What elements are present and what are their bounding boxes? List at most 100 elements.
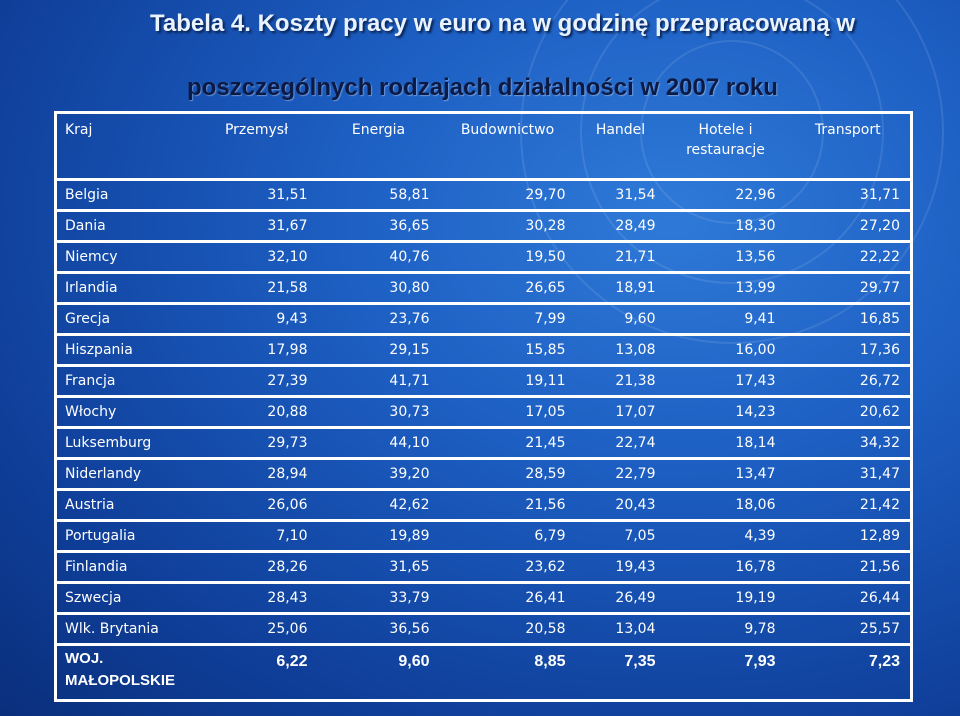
value-cell: 30,73	[317, 396, 440, 429]
value-cell: 19,50	[439, 241, 576, 274]
value-cell: 27,20	[785, 210, 912, 243]
value-cell: 7,99	[439, 303, 576, 336]
value-cell: 13,08	[575, 334, 666, 367]
value-cell: 31,67	[195, 210, 318, 243]
table-row: Hiszpania 17,98 29,15 15,85 13,08 16,00 17,36	[55, 334, 912, 367]
value-cell: 12,89	[785, 520, 912, 553]
value-cell: 21,58	[195, 272, 318, 305]
header-transport: Transport	[785, 112, 912, 181]
header-kraj: Kraj	[55, 112, 196, 181]
value-cell: 40,76	[317, 241, 440, 274]
value-cell: 31,65	[317, 551, 440, 584]
value-cell: 16,78	[665, 551, 786, 584]
value-cell: 17,98	[195, 334, 318, 367]
value-cell: 13,56	[665, 241, 786, 274]
value-cell: 58,81	[317, 179, 440, 212]
total-value-cell: 7,23	[868, 653, 900, 670]
value-cell: 23,62	[439, 551, 576, 584]
table-row: Włochy 20,88 30,73 17,05 17,07 14,23 20,62	[55, 396, 912, 429]
table-row: Szwecja 28,43 33,79 26,41 26,49 19,19 26,44	[55, 582, 912, 615]
value-cell: 32,10	[195, 241, 318, 274]
value-cell: 33,79	[317, 582, 440, 615]
value-cell: 18,30	[665, 210, 786, 243]
value-cell: 21,71	[575, 241, 666, 274]
table-header-row: Kraj Przemysł Energia Budownictwo Handel…	[55, 112, 912, 181]
labor-cost-table: Kraj Przemysł Energia Budownictwo Handel…	[54, 111, 913, 702]
value-cell: 28,43	[195, 582, 318, 615]
table-row: Austria 26,06 42,62 21,56 20,43 18,06 21,42	[55, 489, 912, 522]
country-cell: Niderlandy	[55, 458, 196, 491]
country-cell: Włochy	[55, 396, 196, 429]
value-cell: 21,56	[785, 551, 912, 584]
value-cell: 9,43	[195, 303, 318, 336]
country-cell: Luksemburg	[55, 427, 196, 460]
value-cell: 30,80	[317, 272, 440, 305]
value-cell: 22,96	[665, 179, 786, 212]
value-cell: 39,20	[317, 458, 440, 491]
table-row: Irlandia 21,58 30,80 26,65 18,91 13,99 29,77	[55, 272, 912, 305]
value-cell: 20,58	[439, 613, 576, 646]
country-cell: Belgia	[55, 179, 196, 212]
value-cell: 13,99	[665, 272, 786, 305]
value-cell: 25,06	[195, 613, 318, 646]
value-cell: 26,72	[785, 365, 912, 398]
value-cell: 20,62	[785, 396, 912, 429]
value-cell: 19,43	[575, 551, 666, 584]
table-row: Finlandia 28,26 31,65 23,62 19,43 16,78 21,56	[55, 551, 912, 584]
value-cell: 26,06	[195, 489, 318, 522]
value-cell: 15,85	[439, 334, 576, 367]
value-cell: 26,65	[439, 272, 576, 305]
total-value-cell: 8,85	[534, 653, 566, 670]
header-handel: Handel	[575, 112, 666, 181]
value-cell: 21,42	[785, 489, 912, 522]
value-cell: 20,43	[575, 489, 666, 522]
value-cell: 17,07	[575, 396, 666, 429]
country-cell: Grecja	[55, 303, 196, 336]
table-row: Niderlandy 28,94 39,20 28,59 22,79 13,47 31,47	[55, 458, 912, 491]
value-cell: 7,05	[575, 520, 666, 553]
header-hotele: Hotele i restauracje	[665, 112, 786, 181]
value-cell: 18,91	[575, 272, 666, 305]
country-cell: Wlk. Brytania	[55, 613, 196, 646]
table-row: Wlk. Brytania 25,06 36,56 20,58 13,04 9,78 25,…	[55, 613, 912, 646]
value-cell: 22,22	[785, 241, 912, 274]
value-cell: 28,94	[195, 458, 318, 491]
value-cell: 27,39	[195, 365, 318, 398]
value-cell: 21,45	[439, 427, 576, 460]
value-cell: 19,11	[439, 365, 576, 398]
value-cell: 31,51	[195, 179, 318, 212]
value-cell: 9,60	[575, 303, 666, 336]
value-cell: 18,06	[665, 489, 786, 522]
total-value-cell: 7,35	[624, 653, 656, 670]
slide-title-line-2: poszczególnych rodzajach działalności w …	[187, 74, 778, 101]
country-cell: Austria	[55, 489, 196, 522]
country-cell: Hiszpania	[55, 334, 196, 367]
value-cell: 31,47	[785, 458, 912, 491]
total-value-cell: 7,93	[744, 653, 776, 670]
value-cell: 17,36	[785, 334, 912, 367]
value-cell: 36,56	[317, 613, 440, 646]
table-row: Dania 31,67 36,65 30,28 28,49 18,30 27,20	[55, 210, 912, 243]
value-cell: 14,23	[665, 396, 786, 429]
value-cell: 30,28	[439, 210, 576, 243]
country-cell: Dania	[55, 210, 196, 243]
value-cell: 31,71	[785, 179, 912, 212]
value-cell: 4,39	[665, 520, 786, 553]
value-cell: 29,15	[317, 334, 440, 367]
value-cell: 7,10	[195, 520, 318, 553]
value-cell: 16,00	[665, 334, 786, 367]
value-cell: 41,71	[317, 365, 440, 398]
slide-title-line-1: Tabela 4. Koszty pracy w euro na w godzi…	[150, 10, 856, 37]
total-value-cell: 6,22	[276, 653, 308, 670]
value-cell: 25,57	[785, 613, 912, 646]
country-cell: Francja	[55, 365, 196, 398]
value-cell: 31,54	[575, 179, 666, 212]
value-cell: 16,85	[785, 303, 912, 336]
value-cell: 28,49	[575, 210, 666, 243]
table-row: Luksemburg 29,73 44,10 21,45 22,74 18,14 34,32	[55, 427, 912, 460]
value-cell: 23,76	[317, 303, 440, 336]
value-cell: 19,89	[317, 520, 440, 553]
table-row: Grecja 9,43 23,76 7,99 9,60 9,41 16,85	[55, 303, 912, 336]
table-row: Francja 27,39 41,71 19,11 21,38 17,43 26,72	[55, 365, 912, 398]
table-row-total: WOJ. MAŁOPOLSKIE 6,22 9,60 8,85 7,35 7,93 7,23	[56, 645, 912, 701]
